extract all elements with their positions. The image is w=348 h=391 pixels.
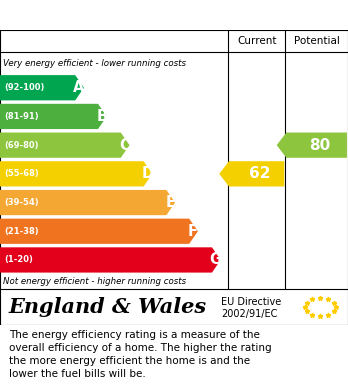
Text: (92-100): (92-100) [5, 83, 45, 92]
Polygon shape [0, 133, 129, 158]
Text: (55-68): (55-68) [5, 169, 39, 178]
Polygon shape [0, 190, 175, 215]
Text: C: C [119, 138, 130, 152]
Polygon shape [0, 248, 221, 273]
Text: England & Wales: England & Wales [9, 297, 207, 317]
Text: 2002/91/EC: 2002/91/EC [221, 309, 277, 319]
Text: Potential: Potential [294, 36, 340, 46]
Polygon shape [0, 219, 198, 244]
Text: F: F [188, 224, 198, 239]
Polygon shape [277, 133, 347, 158]
Text: E: E [165, 195, 175, 210]
Text: (1-20): (1-20) [5, 255, 33, 264]
Text: Energy Efficiency Rating: Energy Efficiency Rating [7, 7, 228, 23]
Text: 62: 62 [250, 166, 271, 181]
Polygon shape [0, 104, 107, 129]
Polygon shape [0, 161, 152, 187]
Text: (21-38): (21-38) [5, 227, 39, 236]
Text: Not energy efficient - higher running costs: Not energy efficient - higher running co… [3, 277, 187, 286]
Text: A: A [73, 80, 85, 95]
Text: B: B [96, 109, 108, 124]
Text: EU Directive: EU Directive [221, 297, 281, 307]
Polygon shape [0, 75, 84, 100]
Text: (69-80): (69-80) [5, 141, 39, 150]
Polygon shape [219, 161, 284, 187]
Text: (81-91): (81-91) [5, 112, 39, 121]
Text: 80: 80 [309, 138, 331, 152]
Text: Current: Current [237, 36, 276, 46]
Text: G: G [210, 253, 222, 267]
Text: Very energy efficient - lower running costs: Very energy efficient - lower running co… [3, 59, 187, 68]
Text: (39-54): (39-54) [5, 198, 39, 207]
Text: D: D [141, 166, 153, 181]
Text: The energy efficiency rating is a measure of the
overall efficiency of a home. T: The energy efficiency rating is a measur… [9, 330, 271, 379]
